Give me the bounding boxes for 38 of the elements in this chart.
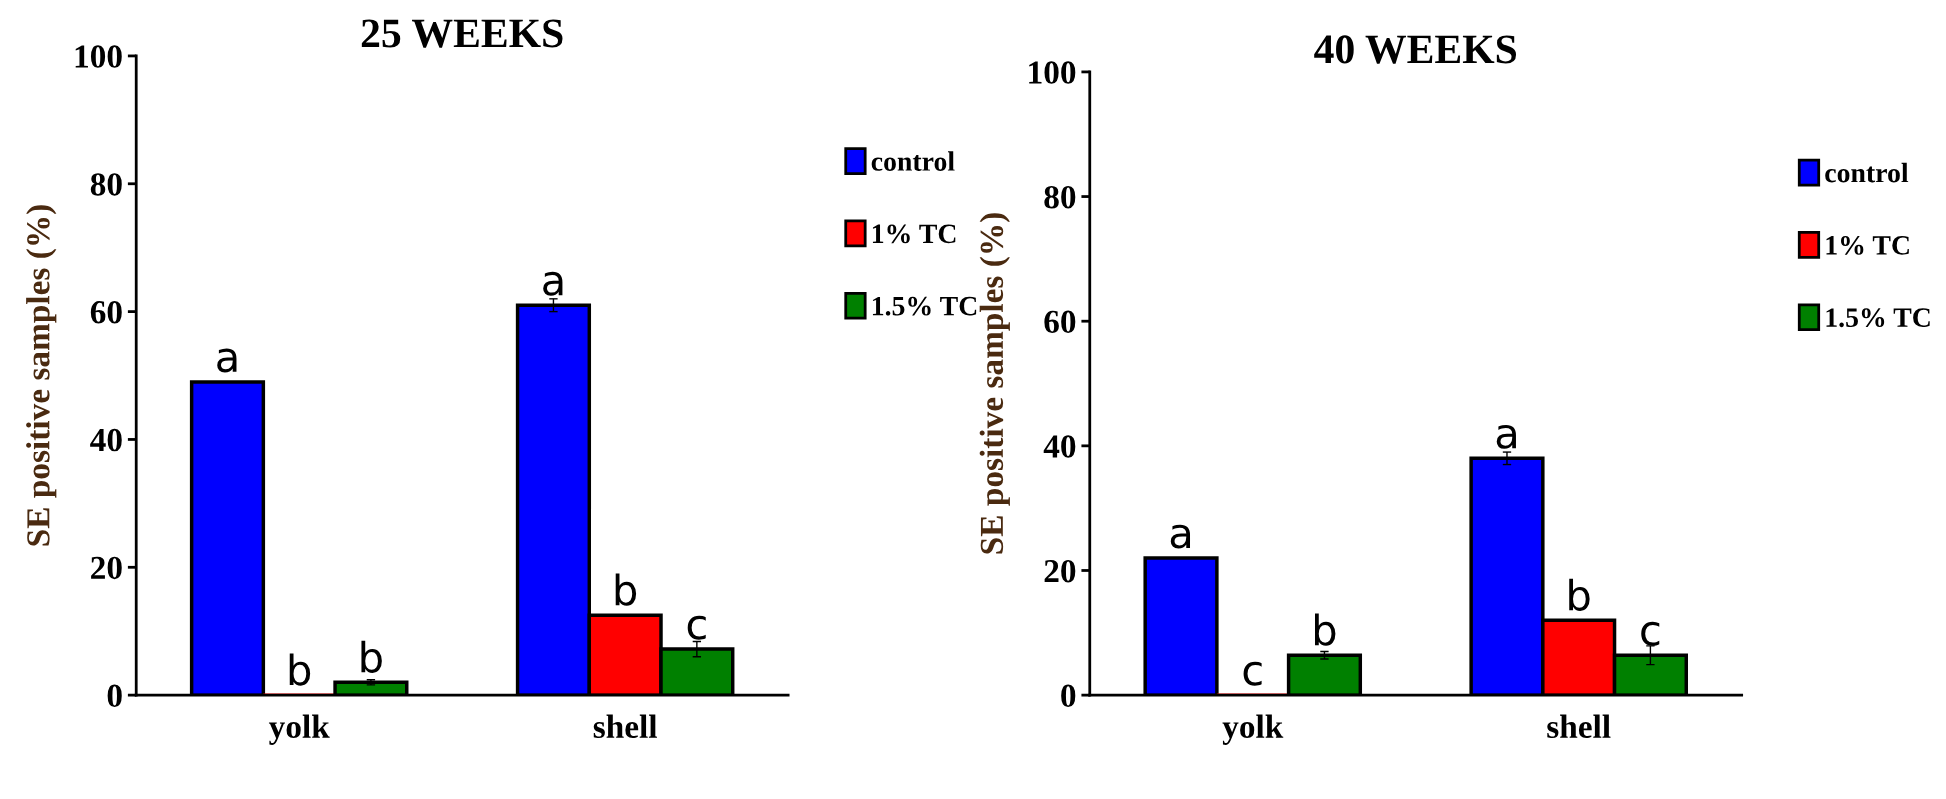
y-tick-label: 20	[1044, 559, 1076, 583]
legend-label: 1% TC	[872, 224, 956, 244]
data-label: b	[1315, 613, 1336, 646]
legend-label: control	[871, 151, 955, 171]
x-tick-label: shell	[593, 714, 657, 739]
x-tick-label: yolk	[268, 714, 330, 745]
y-axis-title: SE positive samples (%)	[26, 205, 57, 546]
data-label: b	[361, 640, 382, 673]
y-tick-label: 80	[1044, 185, 1076, 209]
chart-title: 25 WEEKS	[361, 19, 563, 48]
y-tick-label: 40	[1043, 435, 1076, 458]
x-tick-label: yolk	[1222, 714, 1284, 745]
data-label: a	[1496, 424, 1516, 449]
y-tick-label: 0	[107, 684, 122, 708]
y-tick-label: 40	[90, 428, 122, 452]
data-label: a	[217, 348, 237, 373]
data-label: c	[1243, 661, 1262, 686]
legend-label: 1.5% TC	[872, 296, 977, 316]
legend-label: 1% TC	[1826, 235, 1909, 255]
x-tick-label: shell	[1547, 714, 1611, 739]
chart-title: 40 WEEKS	[1314, 35, 1517, 64]
legend-label: 1.5% TC	[1826, 308, 1930, 328]
data-label: c	[1641, 621, 1660, 646]
y-tick-label: 60	[90, 301, 122, 324]
data-label: a	[1170, 524, 1191, 549]
data-label: b	[289, 653, 311, 686]
data-label: c	[687, 615, 706, 640]
y-tick-label: 100	[1029, 61, 1076, 84]
y-tick-label: 80	[90, 173, 122, 196]
data-label: b	[1569, 578, 1590, 611]
y-tick-label: 60	[1044, 310, 1076, 334]
data-label: b	[615, 573, 637, 606]
data-label: a	[543, 271, 563, 296]
y-axis-title: SE positive samples (%)	[979, 213, 1010, 554]
y-tick-label: 100	[75, 45, 122, 68]
legend-label: control	[1825, 162, 1909, 183]
y-tick-label: 20	[91, 556, 122, 580]
y-tick-label: 0	[1061, 684, 1076, 708]
